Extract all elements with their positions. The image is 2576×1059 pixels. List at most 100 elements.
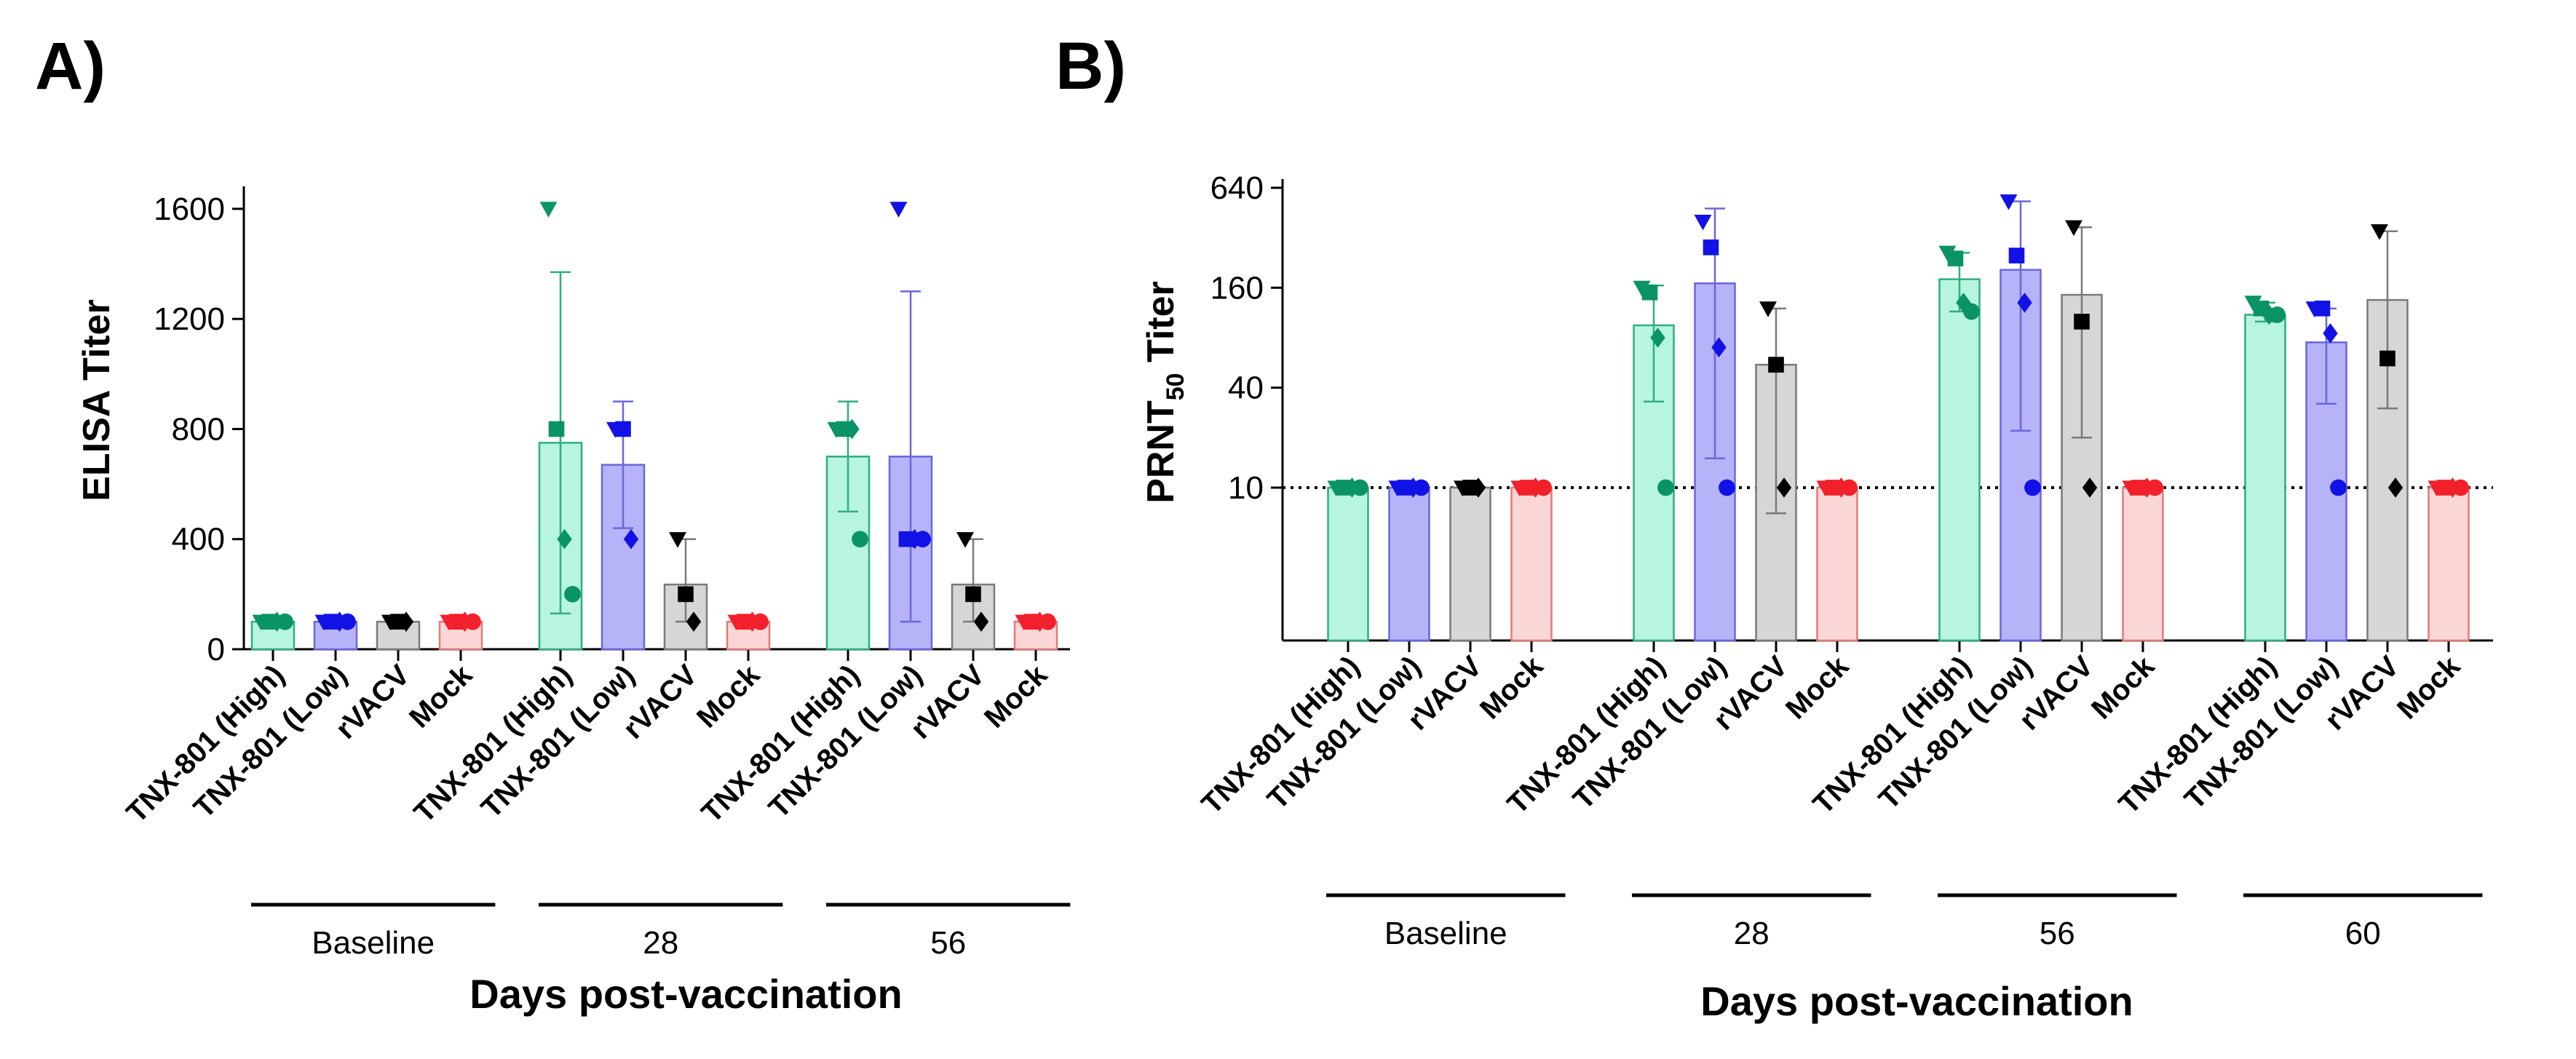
x-tick-label: Mock [1780,650,1855,726]
y-tick-label: 1200 [154,301,225,337]
data-point-diamond [973,611,989,632]
data-point-diamond [623,528,639,550]
group-label: Baseline [1384,916,1507,951]
data-point-circle [2452,479,2469,496]
group-label: 56 [930,925,966,961]
data-point-diamond [686,611,702,632]
data-point-diamond [1711,337,1727,358]
data-point-square [2379,350,2395,367]
data-point-circle [2024,479,2041,496]
x-axis-label: Days post-vaccination [1700,978,2133,1024]
y-tick-label: 160 [1210,270,1264,306]
y-axis-label-subscript: 50 [1162,373,1189,400]
data-point-square [965,586,981,603]
bar [1510,486,1553,642]
data-point-circle [852,531,868,548]
y-tick-label: 800 [172,411,225,447]
x-tick-label: Mock [2085,650,2161,726]
x-tick-label: Mock [691,659,766,734]
x-tick-label: Mock [2391,650,2467,726]
bar [1938,278,1981,642]
data-point-diamond [2387,477,2403,498]
x-tick-label: Mock [1474,650,1550,726]
y-tick-label: 40 [1228,370,1264,406]
data-point-diamond [1470,477,1486,498]
data-point-circle [752,613,769,630]
group-label: 56 [2040,916,2075,951]
data-point-triangle [539,202,558,218]
data-point-diamond [1956,293,1971,313]
bar [2000,269,2042,642]
data-point-circle [1535,479,1552,496]
data-point-circle [277,613,293,630]
data-point-diamond [2082,477,2098,498]
panel-label: A) [35,29,106,103]
panel-label: B) [1055,29,1126,103]
data-point-square [2314,301,2331,317]
y-tick-label: 10 [1228,470,1264,506]
group-label: Baseline [312,925,435,961]
y-axis-label-main: PRNT [1140,400,1182,504]
data-point-triangle [2371,224,2388,240]
data-point-square [1641,284,1658,301]
data-point-circle [2269,306,2286,323]
data-point-circle [2330,479,2347,496]
panel-b: B) 10 40 160 640 PRNT50 Titer Days post-vaccin… [1055,29,2493,1024]
y-tick-label: 1600 [154,191,225,227]
data-point-square [1947,250,1964,266]
data-point-diamond [1776,477,1792,498]
data-point-triangle [1938,245,1957,262]
data-point-triangle [2244,296,2262,312]
bar [2244,314,2286,642]
y-axis-label-suffix: Titer [1140,281,1182,373]
data-point-circle [914,531,931,548]
data-point-circle [1352,479,1368,496]
data-point-circle [464,613,481,630]
data-point-circle [1413,479,1430,496]
data-point-circle [1719,479,1735,496]
data-point-circle [564,585,581,603]
group-label: 28 [643,925,678,961]
data-point-triangle [669,532,686,548]
x-axis-label: Days post-vaccination [469,971,902,1017]
data-point-circle [1841,479,1858,496]
data-point-triangle [2000,194,2018,210]
data-point-square [548,421,565,437]
bar [1816,486,1858,642]
data-point-triangle [1694,214,1712,231]
data-point-diamond [2323,323,2338,344]
data-point-square [678,586,694,603]
data-point-square [2074,314,2090,330]
y-tick-label: 400 [172,522,225,558]
group-label: 60 [2345,916,2381,951]
bar [1327,486,1369,642]
bar [1388,486,1430,642]
data-point-circle [1657,479,1674,496]
data-point-diamond [2017,293,2032,313]
y-tick-label: 640 [1210,170,1264,206]
y-axis-label: PRNT50 Titer [1140,281,1189,504]
data-point-circle [2147,479,2163,496]
data-point-square [2008,247,2025,263]
bar [1449,486,1491,642]
data-point-triangle [956,532,974,548]
data-point-square [615,421,631,437]
bar [2428,486,2470,642]
data-point-triangle [2065,220,2082,237]
panel-a: A) 0 400 800 1200 1600 ELISA Titer Days post-va… [35,29,1071,1017]
group-label: 28 [1734,916,1769,951]
x-tick-label: Mock [978,659,1054,734]
x-tick-label: Mock [403,659,479,734]
data-point-diamond [844,419,860,440]
data-point-triangle [889,202,908,218]
y-axis-label-main: ELISA Titer [76,299,118,501]
y-axis-label: ELISA Titer [76,299,118,501]
data-point-diamond [398,611,414,632]
data-point-circle [1963,303,1980,320]
data-point-square [1768,357,1784,373]
y-tick-label: 0 [207,632,225,667]
data-point-circle [1039,613,1056,630]
data-point-square [1703,239,1719,255]
data-point-diamond [557,528,572,550]
